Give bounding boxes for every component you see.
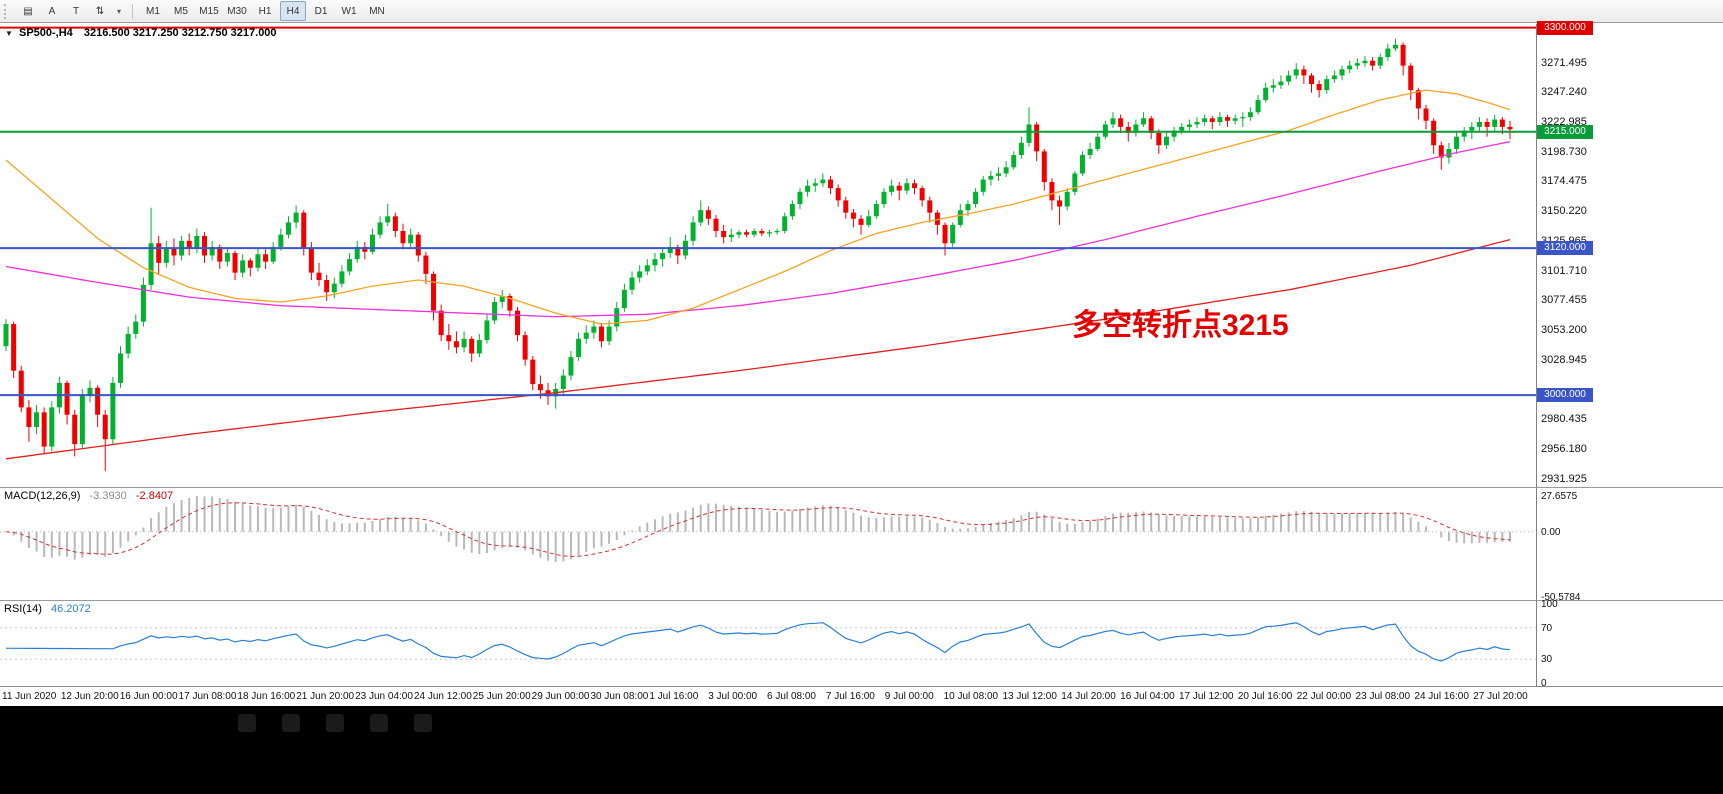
time-axis-label: 13 Jul 12:00 (1002, 691, 1057, 702)
macd-signal-value: -2.8407 (135, 490, 174, 502)
time-axis-label: 1 Jul 16:00 (649, 691, 699, 702)
rsi-value: 46.2072 (50, 603, 91, 615)
macd-main-value: -3.3930 (89, 490, 127, 502)
text-tool-icon[interactable]: T (72, 5, 80, 17)
macd-scale-label: 27.6575 (1541, 491, 1578, 502)
rsi-scale-label: 0 (1541, 678, 1547, 689)
toolbar-separator (132, 3, 133, 19)
time-axis-label: 11 Jun 2020 (2, 691, 57, 702)
taskbar-icon[interactable] (282, 714, 300, 732)
time-axis-label: 25 Jun 20:00 (472, 691, 531, 702)
taskbar-icon[interactable] (326, 714, 344, 732)
price-scale-label: 3053.200 (1541, 323, 1587, 336)
toolbar-grip[interactable] (4, 3, 11, 19)
chart-title: ▼ SP500-,H4 3216.500 3217.250 3212.750 3… (5, 27, 277, 39)
main-chart-region[interactable] (0, 24, 1536, 487)
price-scale-label: 2980.435 (1541, 413, 1587, 426)
price-scale-label: 3271.495 (1541, 56, 1587, 69)
timeframe-M30[interactable]: M30 (227, 5, 247, 17)
price-scale-label: 3101.710 (1541, 264, 1587, 277)
time-axis-label: 24 Jul 16:00 (1414, 691, 1469, 702)
timeframe-M1[interactable]: M1 (146, 5, 160, 17)
time-axis-label: 22 Jul 00:00 (1296, 691, 1352, 702)
price-line-badge: 3215.000 (1537, 124, 1593, 139)
timeframe-D1[interactable]: D1 (314, 5, 328, 17)
timeframe-M15[interactable]: M15 (199, 5, 219, 17)
time-axis-label: 12 Jun 20:00 (60, 691, 119, 702)
macd-scale-label: 0.00 (1541, 526, 1561, 538)
price-scale-label: 3150.220 (1541, 205, 1587, 218)
time-axis-label: 23 Jul 08:00 (1355, 691, 1411, 702)
price-scale-label: 2931.925 (1541, 472, 1587, 485)
chart-window-icon[interactable]: ▤ (23, 5, 33, 17)
symbol-period-label: SP500-,H4 (18, 27, 73, 39)
taskbar-icon[interactable] (238, 714, 256, 732)
timeframe-M5[interactable]: M5 (174, 5, 188, 17)
price-scale-label: 3198.730 (1541, 145, 1587, 158)
timeframe-H4[interactable]: H4 (280, 1, 306, 21)
macd-scale-label: -50.5784 (1541, 592, 1581, 603)
rsi-name: RSI(14) (4, 603, 42, 615)
price-scale-label: 3174.475 (1541, 175, 1587, 188)
macd-panel-region[interactable] (0, 488, 1536, 600)
rsi-panel-region[interactable] (0, 601, 1536, 686)
annotation-text: 多空转折点3215 (1072, 309, 1289, 342)
price-line-badge: 3120.000 (1537, 241, 1593, 256)
price-line-badge: 3300.000 (1537, 20, 1593, 35)
chevron-down-icon[interactable]: ▼ (5, 29, 13, 38)
price-scale-label: 2956.180 (1541, 442, 1587, 455)
macd-label: MACD(12,26,9) -3.3930 -2.8407 (4, 490, 179, 502)
time-axis-label: 30 Jun 08:00 (590, 691, 649, 702)
timeframe-MN[interactable]: MN (369, 5, 385, 17)
rsi-scale-label: 30 (1541, 654, 1553, 666)
rsi-scale-label: 100 (1541, 599, 1558, 610)
time-axis-label: 16 Jun 00:00 (119, 691, 178, 702)
price-scale-label: 3028.945 (1541, 353, 1587, 366)
time-axis-label: 29 Jun 00:00 (531, 691, 590, 702)
time-axis-label: 17 Jun 08:00 (178, 691, 237, 702)
rsi-label: RSI(14) 46.2072 (4, 603, 97, 615)
time-axis-label: 3 Jul 00:00 (708, 691, 758, 702)
updown-arrows-icon[interactable]: ⇅ (95, 5, 105, 17)
time-axis-label: 23 Jun 04:00 (355, 691, 413, 702)
taskbar-icon[interactable] (370, 714, 388, 732)
time-axis-label: 20 Jul 16:00 (1237, 691, 1293, 702)
dropdown-caret-icon[interactable]: ▾ (116, 6, 121, 16)
time-axis-label: 6 Jul 08:00 (767, 691, 816, 702)
timeframe-H1[interactable]: H1 (258, 5, 272, 17)
time-axis-label: 18 Jun 16:00 (237, 691, 296, 702)
time-axis[interactable]: 11 Jun 2020 12 Jun 20:00 16 Jun 00:00 17 Ju… (0, 686, 1723, 706)
timeframe-W1[interactable]: W1 (341, 5, 357, 17)
time-axis-label: 24 Jun 12:00 (413, 691, 472, 702)
time-axis-label: 7 Jul 16:00 (825, 691, 875, 702)
ohlc-values: 3216.500 3217.250 3212.750 3217.000 (83, 27, 277, 39)
toolbar: ▤ A T ⇅ ▾ M1 M5 M15 M30 H1 H4 D1 W1 MN (0, 0, 1723, 23)
time-axis-label: 16 Jul 04:00 (1120, 691, 1175, 702)
taskbar-icon[interactable] (414, 714, 432, 732)
time-axis-label: 14 Jul 20:00 (1061, 691, 1116, 702)
time-axis-label: 10 Jul 08:00 (943, 691, 999, 702)
time-axis-label: 9 Jul 00:00 (884, 691, 934, 702)
macd-name: MACD(12,26,9) (4, 490, 81, 502)
price-scale-label: 3247.240 (1541, 86, 1587, 99)
cursor-a-icon[interactable]: A (48, 5, 56, 17)
time-axis-label: 27 Jul 20:00 (1473, 691, 1528, 702)
price-scale-label: 3077.455 (1541, 294, 1587, 307)
time-axis-label: 17 Jul 12:00 (1179, 691, 1234, 702)
time-axis-label: 21 Jun 20:00 (296, 691, 355, 702)
price-line-badge: 3000.000 (1537, 388, 1593, 403)
rsi-scale-label: 70 (1541, 622, 1553, 634)
taskbar (0, 706, 1723, 794)
